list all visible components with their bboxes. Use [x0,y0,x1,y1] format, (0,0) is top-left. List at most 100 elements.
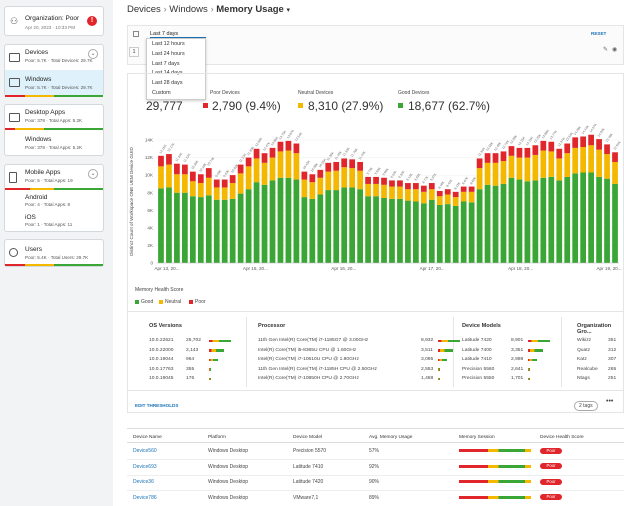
org-group-label[interactable]: Katz [577,357,587,362]
filter-toggle[interactable]: 1 [129,47,139,57]
bar-total-label: 8.67K [461,175,470,185]
date-range-select[interactable]: Last 7 days [150,31,206,38]
processor-label[interactable]: Intel(R) Core(TM) i5-8365U CPU @ 1.60GHz [258,347,357,353]
device-name-link[interactable]: Device786 [133,494,157,501]
processor-label[interactable]: Intel(R) Core(TM) i7-10610U CPU @ 1.80GH… [258,357,359,362]
os-version-label[interactable]: 10.0.17763 [149,366,174,372]
edit-icon[interactable]: ✎ [603,47,609,53]
table-row[interactable] [127,445,624,460]
y-tick-label: 0 [150,261,153,266]
breadcrumb-separator: › [163,4,170,15]
chevron-down-icon[interactable]: ⌄ [88,169,98,179]
breadcrumb-windows[interactable]: Windows [169,4,208,15]
desktop-icon [9,113,20,122]
more-icon[interactable]: ••• [606,398,614,405]
platform-cell: Windows Desktop [208,494,249,501]
calendar-icon[interactable] [133,31,139,37]
bar-neutral [484,162,491,185]
col-avg-memory[interactable]: Avg. Memory Usage [369,435,413,440]
reset-button[interactable]: RESET [591,31,607,36]
bar-poor [293,143,300,154]
sidebar-item-label: Mobile Apps [25,169,61,176]
bar-neutral [317,177,324,195]
os-version-label[interactable]: 10.0.19044 [149,357,174,362]
os-version-count: 25,702 [186,338,201,343]
os-version-label[interactable]: 10.0.22621 [149,338,174,343]
sidebar-item-desktop-apps[interactable]: Desktop Apps Poor: 378 · Total Apps: 5.2… [5,105,103,130]
os-version-bar [209,339,231,342]
device-name-link[interactable]: Device693 [133,463,157,470]
processor-count: 8,932 [421,338,434,343]
sidebar-item-windows-apps[interactable]: Windows Poor: 378 · Total Apps: 5.2K [5,132,103,157]
bar-poor [301,171,308,180]
processor-bar [438,368,441,371]
sidebar-item-users[interactable]: Users Poor: 5.4K · Total Users: 29.7K [4,239,104,267]
breadcrumb-devices[interactable]: Devices [127,4,161,15]
legend-neutral[interactable]: Neutral [159,299,181,305]
bar-poor [389,180,395,187]
mobile-apps-card: Mobile Apps Poor: 5 · Total Apps: 19 ⌄ A… [4,164,104,232]
col-device-name[interactable]: Device Name [133,435,162,440]
sidebar-item-mobile-apps[interactable]: Mobile Apps Poor: 5 · Total Apps: 19 ⌄ [5,165,103,190]
org-card[interactable]: ⚇ Organization: Poor Apr 20, 2023 · 10:3… [4,6,104,36]
memory-session-bar [459,449,531,452]
page-title[interactable]: Memory Usage [216,4,284,15]
bar-total-label: 10.35K [190,159,200,170]
processor-label[interactable]: Intel(R) Core(TM) i7-10850H CPU @ 2.70GH… [258,376,359,381]
bar-poor [333,161,340,171]
x-tick-label: Apr 19, 20... [596,266,621,271]
col-memory-session[interactable]: Memory Session [459,435,495,440]
chevron-down-icon[interactable]: ▾ [286,7,290,14]
table-row[interactable] [127,476,624,491]
os-version-label[interactable]: 10.0.22000 [149,347,174,353]
chevron-down-icon[interactable]: ⌄ [88,49,98,59]
col-platform[interactable]: Platform [208,435,226,440]
bar-total-label: 14.57K [589,122,599,133]
col-device-model[interactable]: Device Model [293,435,323,440]
sidebar-item-ios[interactable]: iOS Poor: 1 · Total Apps: 11 [5,211,103,233]
sidebar-item-android[interactable]: Android Poor: 4 · Total Apps: 8 [5,190,103,212]
legend-good[interactable]: Good [135,299,153,305]
menu-item-last-24-hours[interactable]: Last 24 hours [152,50,185,57]
legend-poor-label: Poor [195,299,206,305]
device-model-label[interactable]: Latitude 7410 [462,357,492,362]
menu-item-last-12-hours[interactable]: Last 12 hours [152,41,185,47]
tags-button[interactable]: 2 tags [574,401,598,411]
eye-icon[interactable]: ◉ [612,47,618,53]
main-content: Devices › Windows › Memory Usage ▾ Last … [113,0,624,506]
device-model-label[interactable]: Precision 5550 [462,376,495,381]
bar-poor [205,168,212,178]
menu-item-last-7-days[interactable]: Last 7 days [152,60,180,67]
col-health-score[interactable]: Device Health Score [540,435,584,440]
processor-label[interactable]: 11th Gen Intel(R) Core(TM) i7-1185H CPU … [258,366,377,372]
os-version-label[interactable]: 10.0.19045 [149,376,174,381]
org-group-label[interactable]: Quatz [577,347,591,353]
table-row[interactable] [127,461,624,476]
bar-total-label: 11.78K [350,147,359,158]
sidebar-item-windows[interactable]: Windows Poor: 5.7K · Total Devices: 29.7… [5,70,103,97]
processor-label[interactable]: 11th Gen Intel(R) Core(TM) i7-1185G7 @ 3… [258,338,369,343]
device-name-link[interactable]: Device560 [133,448,157,454]
menu-item-last-28-days[interactable]: Last 28 days [152,80,183,87]
device-name-link[interactable]: Device36 [133,479,154,485]
org-group-label[interactable]: Realcube [577,366,598,372]
bar-neutral [572,147,579,174]
org-group-label[interactable]: Wikizz [577,338,592,343]
menu-item-custom[interactable]: Custom [152,89,171,96]
bar-total-label: 11.84K [477,146,486,157]
device-model-label[interactable]: Precision 5560 [462,366,495,372]
device-model-label[interactable]: Latitude 7400 [462,347,492,353]
bar-neutral [349,168,356,188]
bar-total-label: 12.48K [493,140,503,151]
legend-poor[interactable]: Poor [189,299,206,305]
bar-good [182,192,188,263]
bar-poor [325,162,332,172]
bar-good [261,184,268,263]
edit-thresholds-link[interactable]: EDIT THRESHOLDS [135,403,179,408]
bar-total-label: 10.08K [310,162,320,173]
bar-neutral [189,181,196,197]
org-group-label[interactable]: Ntags [577,376,590,381]
sidebar-item-devices[interactable]: Devices Poor: 5.7K · Total Devices: 29.7… [5,45,103,70]
sidebar-item-sub: Poor: 5.7K · Total Devices: 29.7K [25,85,93,90]
device-model-label[interactable]: Latitude 7420 [462,338,492,343]
